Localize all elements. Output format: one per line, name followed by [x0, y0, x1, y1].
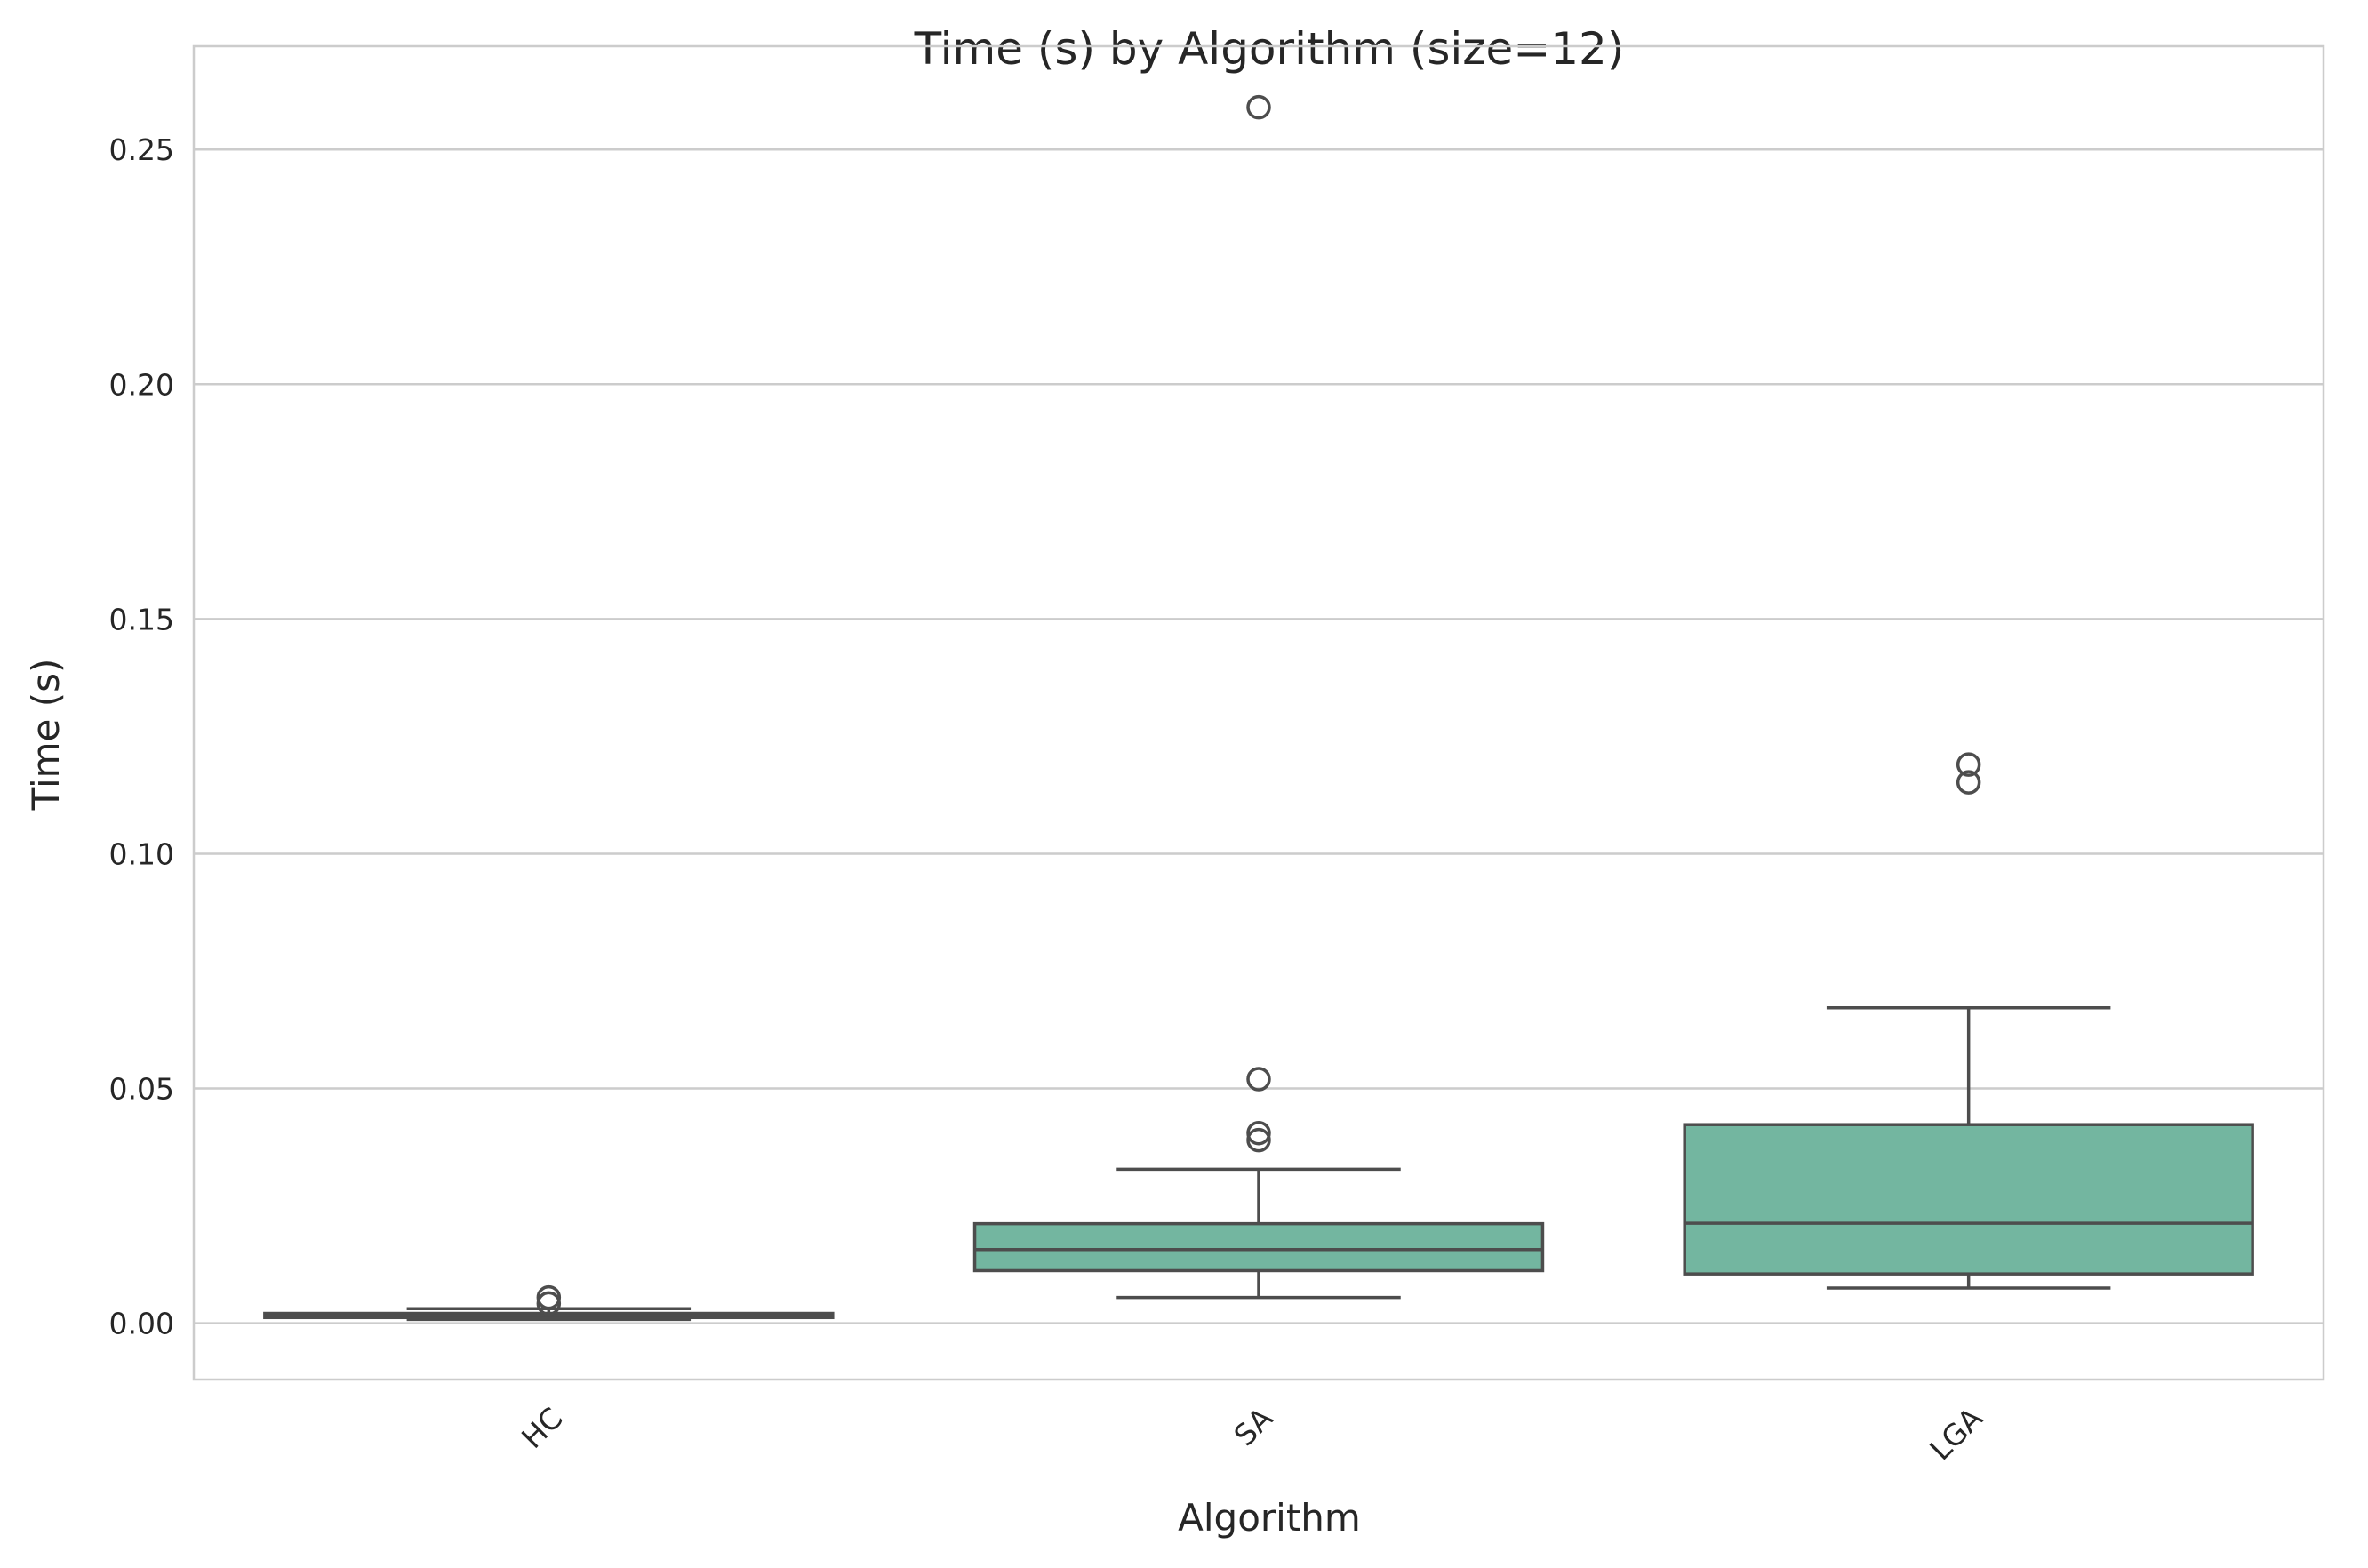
outlier-point [536, 1291, 562, 1316]
y-tick-label: 0.05 [109, 1072, 174, 1107]
outlier-point [1246, 1127, 1271, 1153]
outlier-point [1246, 1120, 1271, 1146]
y-axis-label: Time (s) [24, 659, 68, 812]
y-tick-labels: 0.00 0.05 0.10 0.15 0.20 0.25 [109, 132, 174, 1340]
y-tick-label: 0.25 [109, 132, 174, 167]
outlier-point [1956, 770, 1981, 795]
outlier-point [1246, 1067, 1271, 1092]
y-tick-label: 0.15 [109, 602, 174, 636]
box-sa [972, 94, 1545, 1300]
iqr-box [1683, 1123, 2254, 1276]
outlier-point [1956, 752, 1981, 777]
x-tick-label: LGA [1923, 1400, 1989, 1467]
iqr-box [972, 1221, 1545, 1273]
x-tick-label: HC [515, 1401, 569, 1455]
box-hc [263, 1284, 835, 1322]
outlier-point [536, 1284, 562, 1310]
y-tick-label: 0.10 [109, 836, 174, 871]
x-tick-labels: HC SA LGA [515, 1400, 1989, 1467]
box-lga [1683, 752, 2254, 1290]
boxes [263, 94, 2254, 1322]
y-tick-label: 0.00 [109, 1307, 174, 1341]
y-tick-label: 0.20 [109, 367, 174, 402]
chart-title: Time (s) by Algorithm (size=12) [914, 23, 1625, 75]
plot-area-frame [192, 44, 2325, 1381]
x-axis-label: Algorithm [1178, 1496, 1361, 1540]
y-gridlines [194, 148, 2324, 1324]
outlier-point [1246, 94, 1271, 120]
x-tick-label: SA [1227, 1400, 1279, 1452]
